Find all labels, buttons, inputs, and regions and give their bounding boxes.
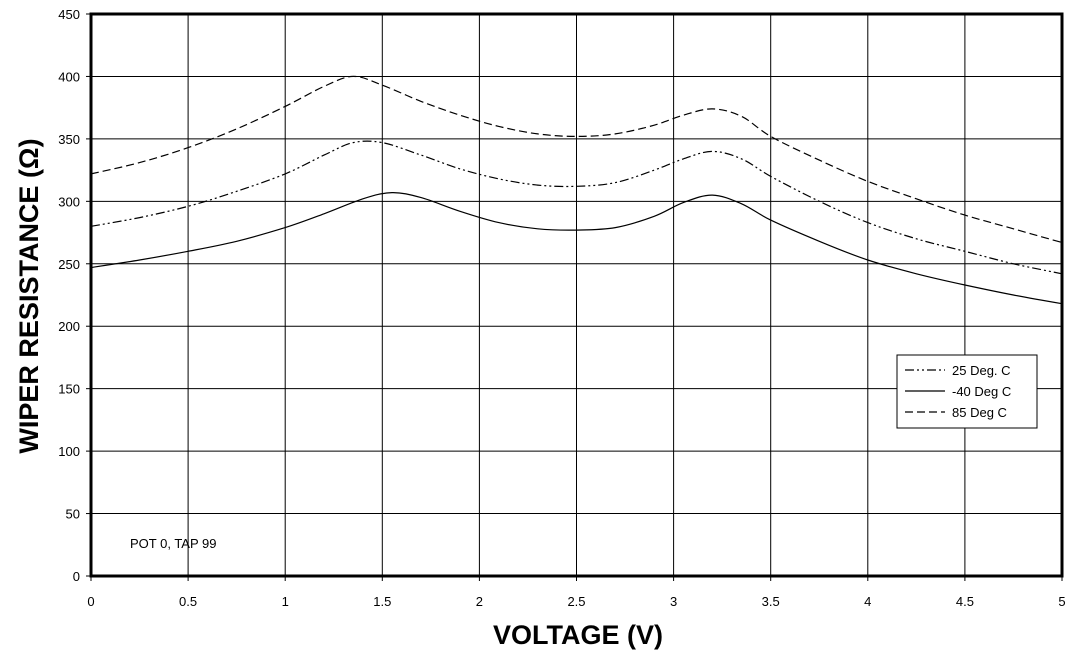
y-tick-label: 400 — [58, 69, 80, 84]
grid — [86, 13, 1063, 581]
x-tick-label: 5 — [1058, 594, 1065, 609]
x-tick-label: 3.5 — [762, 594, 780, 609]
x-tick-label: 3 — [670, 594, 677, 609]
y-tick-label: 100 — [58, 444, 80, 459]
y-tick-label: 450 — [58, 7, 80, 22]
y-axis-title: WIPER RESISTANCE (Ω) — [14, 138, 44, 453]
x-tick-label: 0.5 — [179, 594, 197, 609]
x-tick-label: 1 — [282, 594, 289, 609]
y-tick-label: 300 — [58, 194, 80, 209]
series-line-25-deg-c — [90, 140, 1063, 275]
legend-label: 25 Deg. C — [952, 363, 1011, 378]
tick-labels: 0 0.5 1 1.5 2 2.5 3 3.5 4 4.5 50501001502002503003… — [58, 7, 1065, 609]
y-tick-label: 350 — [58, 132, 80, 147]
x-tick-label: 1.5 — [373, 594, 391, 609]
x-tick-label: 0 — [87, 594, 94, 609]
chart-annotation: POT 0, TAP 99 — [130, 536, 216, 551]
plot-frame — [89, 12, 1064, 578]
y-tick-label: 150 — [58, 382, 80, 397]
y-tick-label: 50 — [66, 507, 80, 522]
series-line-40-deg-c — [90, 191, 1063, 305]
legend: 25 Deg. C -40 Deg C 85 Deg C — [896, 354, 1038, 429]
y-tick-label: 200 — [58, 319, 80, 334]
series-layer — [90, 75, 1063, 305]
y-tick-label: 250 — [58, 257, 80, 272]
x-tick-label: 4.5 — [956, 594, 974, 609]
x-tick-label: 2 — [476, 594, 483, 609]
legend-label: -40 Deg C — [952, 384, 1011, 399]
x-tick-label: 2.5 — [567, 594, 585, 609]
legend-label: 85 Deg C — [952, 405, 1007, 420]
x-tick-label: 4 — [864, 594, 871, 609]
x-axis-title: VOLTAGE (V) — [493, 620, 663, 650]
y-tick-label: 0 — [73, 569, 80, 584]
series-line-85-deg-c — [90, 75, 1063, 244]
